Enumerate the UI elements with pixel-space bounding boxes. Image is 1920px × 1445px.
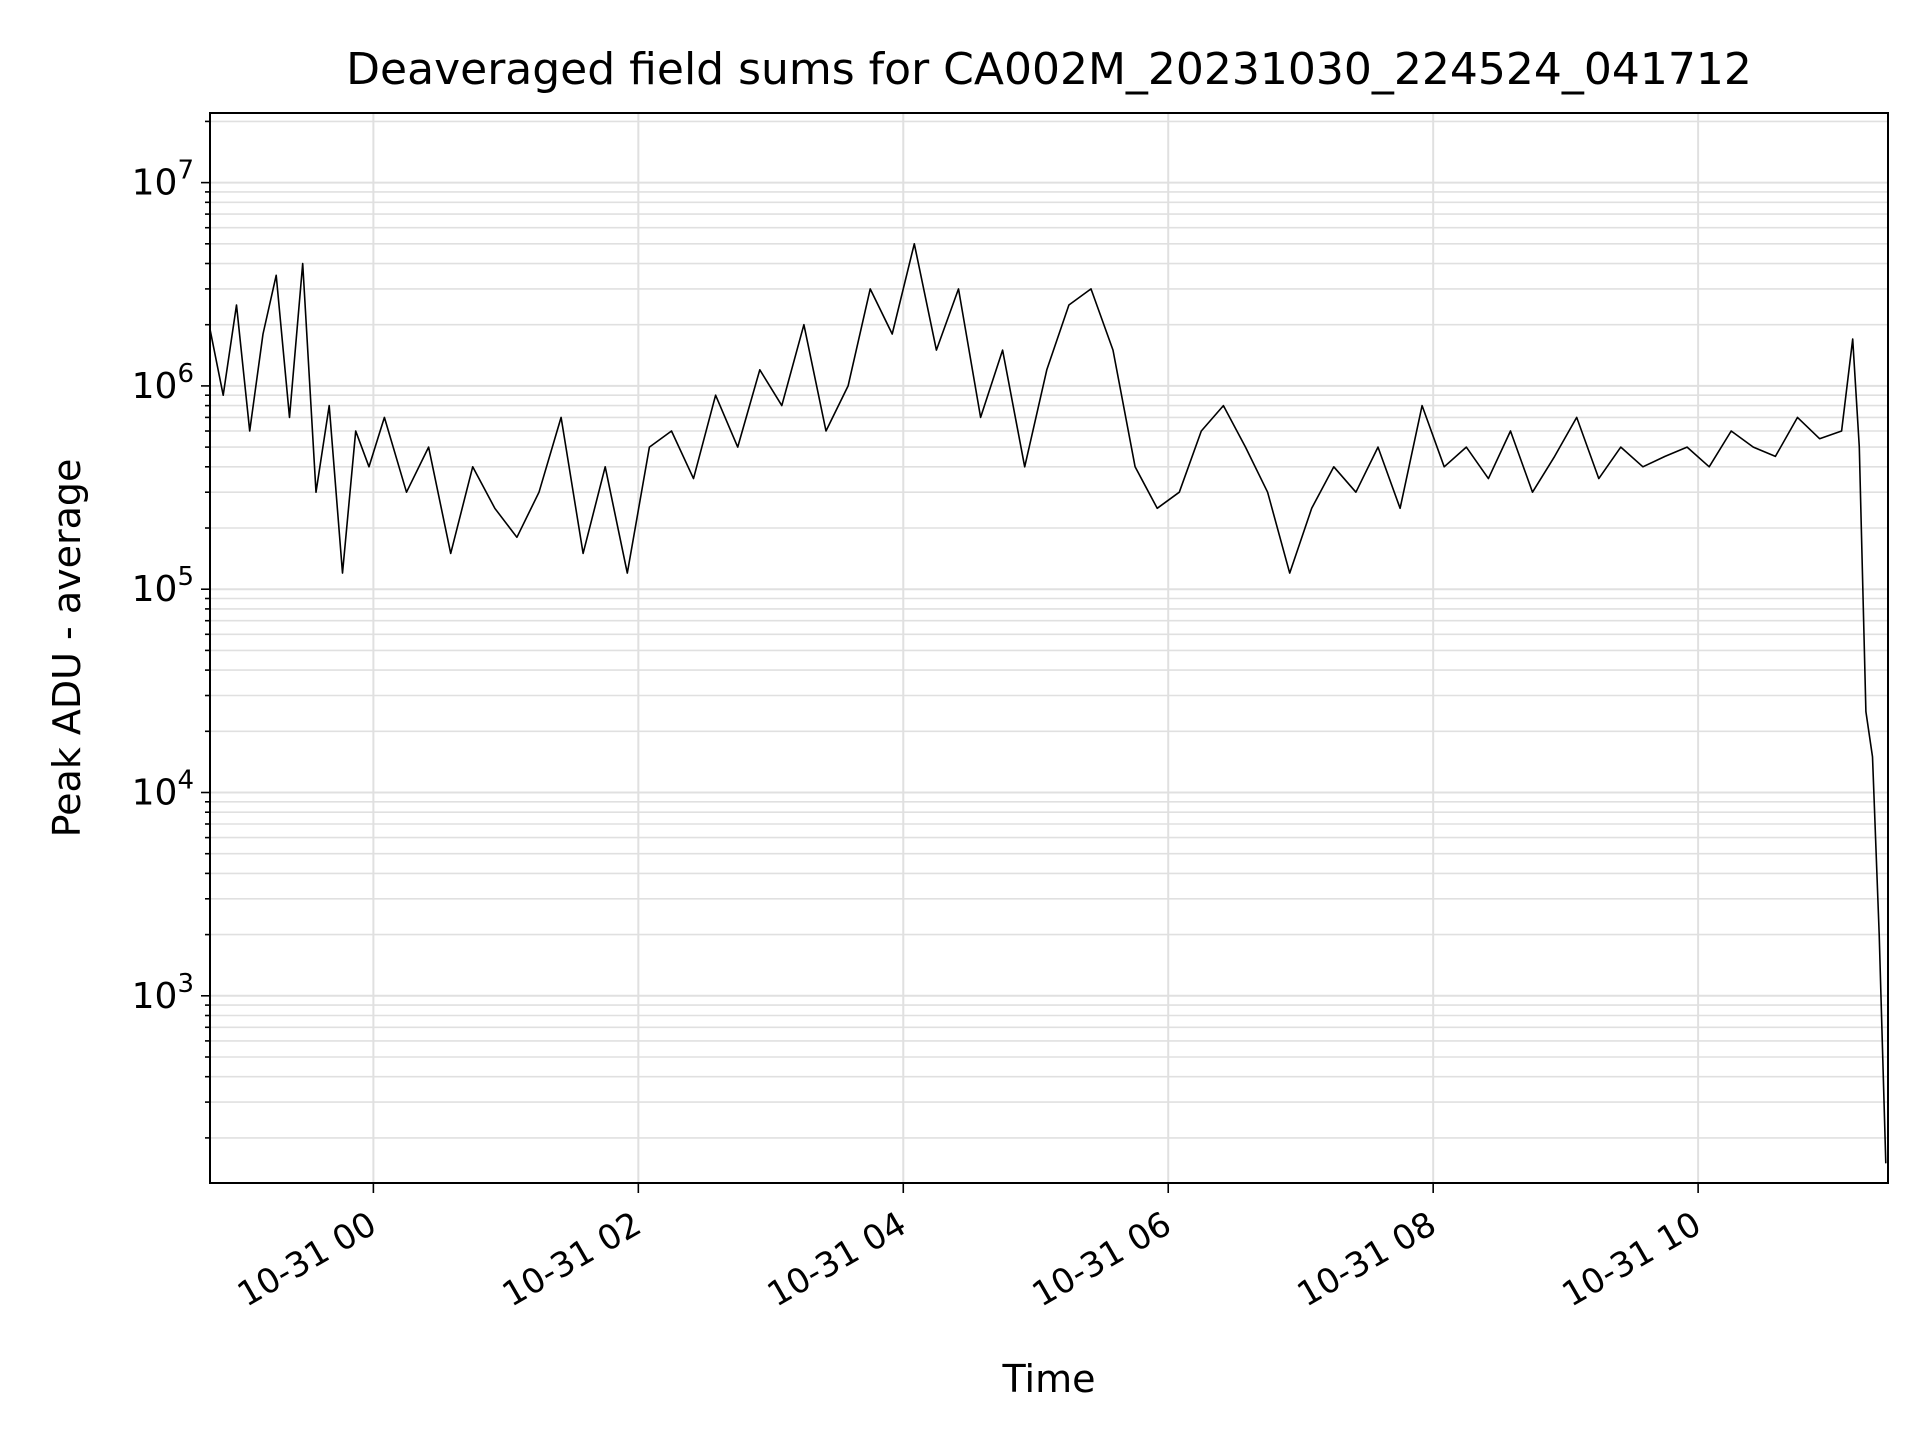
y-tick-label: 103 xyxy=(132,969,194,1017)
grid-lines xyxy=(210,113,1888,1183)
x-axis-label: Time xyxy=(1002,1357,1096,1401)
y-tick-label: 104 xyxy=(132,766,194,814)
plot-frame xyxy=(209,112,1889,1184)
y-tick-label: 105 xyxy=(132,562,194,610)
series-layer xyxy=(209,243,1887,1164)
y-axis-label: Peak ADU - average xyxy=(45,459,89,838)
y-tick-label: 107 xyxy=(132,156,194,204)
chart-title: Deaveraged field sums for CA002M_2023103… xyxy=(346,44,1752,95)
data-series-line xyxy=(209,243,1887,1164)
y-tick-label: 106 xyxy=(132,359,194,407)
